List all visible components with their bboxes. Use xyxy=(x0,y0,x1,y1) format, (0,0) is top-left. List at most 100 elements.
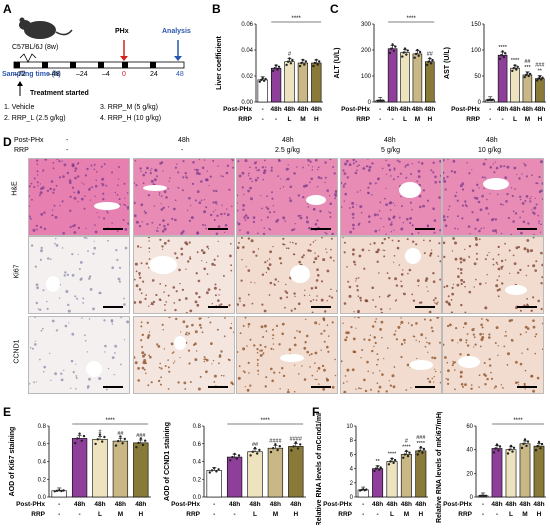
x-row-label-phx: Post-PHx xyxy=(443,501,472,508)
significance-mark: ### xyxy=(416,435,426,441)
x-label-rrp: L xyxy=(288,116,292,123)
x-row-label-rrp: RRP xyxy=(186,511,200,518)
x-label-rrp: L xyxy=(253,511,257,518)
micrograph-he-3 xyxy=(236,158,338,236)
x-label-phx: 48h xyxy=(522,106,533,113)
y-tick-label: 4 xyxy=(350,467,354,473)
row-label-ki67: Ki67 xyxy=(13,264,21,279)
y-tick-label: 300 xyxy=(361,22,372,28)
bar xyxy=(533,445,545,498)
x-label-phx: 48h xyxy=(270,106,281,113)
significance-mark: #### xyxy=(290,437,303,443)
mouse-strain: C57BL/6J (8w) xyxy=(12,44,59,51)
d-rrp-row-label: RRP xyxy=(14,147,29,154)
significance-mark: ### xyxy=(535,62,545,68)
x-label-rrp: - xyxy=(377,511,379,518)
mouse-icon xyxy=(19,17,73,39)
micrograph-he-4 xyxy=(340,158,442,236)
x-label-phx: - xyxy=(489,106,491,113)
y-tick-label: 60 xyxy=(466,424,473,430)
x-label-rrp: - xyxy=(234,511,236,518)
bar xyxy=(387,48,398,103)
y-tick-label: 100 xyxy=(361,74,372,80)
x-label-rrp: - xyxy=(79,511,81,518)
d-col4-rrp: 5 g/kg xyxy=(381,147,401,154)
x-row-label-rrp: RRP xyxy=(238,116,252,123)
y-axis-label: Relative RNA levels of mKi67/mHprt1 xyxy=(436,412,443,523)
x-label-rrp: H xyxy=(427,116,432,123)
y-tick-label: 200 xyxy=(361,48,372,54)
x-label-rrp: - xyxy=(58,511,60,518)
tick-24: –24 xyxy=(76,71,88,78)
x-label-rrp: M xyxy=(415,116,420,123)
bar xyxy=(400,454,412,498)
x-label-phx: 48h xyxy=(270,501,281,508)
panel-a: C57BL/6J (8w) PHx Analysis Sampling time… xyxy=(0,0,210,130)
x-label-rrp: L xyxy=(390,511,394,518)
y-tick-label: 0.6 xyxy=(193,442,202,448)
d-col2-phx: 48h xyxy=(178,137,190,144)
x-label-phx: 48h xyxy=(519,501,530,508)
bar xyxy=(247,451,263,498)
x-label-rrp: L xyxy=(513,116,517,123)
x-label-phx: - xyxy=(482,501,484,508)
bar xyxy=(412,53,423,103)
chart-e-ccnd1: 0.0 0.2 0.4 0.6 0.8 AOD of CCND1 staining - - 48… xyxy=(160,412,310,525)
tick-24b: 24 xyxy=(150,71,158,78)
chart-svg-F1: 0 2 4 6 8 10 Relative RNA levels of mCcnd1/mHp… xyxy=(316,397,428,526)
bar xyxy=(522,74,533,103)
y-tick-label: 0 xyxy=(470,495,474,501)
x-row-label-phx: Post-PHx xyxy=(16,501,45,508)
chart-svg-F2: 0 20 40 60 Relative RNA levels of mKi67/mHpr… xyxy=(436,400,546,523)
bar xyxy=(415,450,427,498)
significance-mark: *** xyxy=(524,65,531,71)
x-row-label-rrp: RRP xyxy=(31,511,45,518)
micrograph-he-5 xyxy=(442,158,544,236)
x-label-rrp: - xyxy=(502,116,504,123)
y-tick-label: 0 xyxy=(368,100,372,106)
x-label-rrp: - xyxy=(262,116,264,123)
bar xyxy=(311,62,322,103)
y-tick-label: 0.4 xyxy=(38,460,47,466)
significance-mark: ## xyxy=(524,59,531,65)
y-tick-label: 0.8 xyxy=(38,424,47,430)
bar xyxy=(425,61,435,103)
y-axis-label: ALT (U/L) xyxy=(334,48,341,79)
tick-48b: 48 xyxy=(176,71,184,78)
y-tick-label: 0.0 xyxy=(193,495,202,501)
y-tick-label: 0.02 xyxy=(241,74,253,80)
significance-mark: # xyxy=(98,429,102,435)
x-label-phx: 48h xyxy=(249,501,260,508)
x-label-phx: 48h xyxy=(297,106,308,113)
tick-0: 0 xyxy=(122,71,126,78)
d-col3-rrp: 2.5 g/kg xyxy=(275,147,300,154)
analysis-label: Analysis xyxy=(162,28,191,35)
x-label-phx: 48h xyxy=(115,501,126,508)
y-tick-label: 150 xyxy=(471,22,482,28)
chart-b: 0.00 0.02 0.04 0.06 Liver coefficient - -48h - #… xyxy=(212,10,327,130)
significance-mark: **** xyxy=(417,441,426,447)
x-row-label-phx: Post-PHx xyxy=(223,106,252,113)
bar xyxy=(510,67,520,103)
y-axis-label: AST (U/L) xyxy=(444,47,451,79)
x-row-label-phx: Post-PHx xyxy=(323,501,352,508)
significance-label: **** xyxy=(106,418,116,424)
x-label-phx: - xyxy=(58,501,60,508)
x-label-rrp: H xyxy=(293,511,298,518)
y-tick-label: 100 xyxy=(471,48,482,54)
tick-72: –72 xyxy=(14,71,26,78)
bar xyxy=(226,456,243,498)
micrograph-ccnd1-5 xyxy=(442,316,544,394)
x-label-rrp: M xyxy=(522,511,527,518)
x-label-phx: 48h xyxy=(372,501,383,508)
x-label-phx: 48h xyxy=(135,501,146,508)
micrograph-ki67-2 xyxy=(133,236,235,314)
group-3: 3. RRP_M (5 g/kg) xyxy=(100,104,158,111)
x-label-rrp: L xyxy=(509,511,513,518)
tick-4: –4 xyxy=(102,71,110,78)
tick-48: –48 xyxy=(48,71,60,78)
x-label-phx: 48h xyxy=(424,106,435,113)
x-label-phx: 48h xyxy=(290,501,301,508)
x-label-phx: 48h xyxy=(386,501,397,508)
